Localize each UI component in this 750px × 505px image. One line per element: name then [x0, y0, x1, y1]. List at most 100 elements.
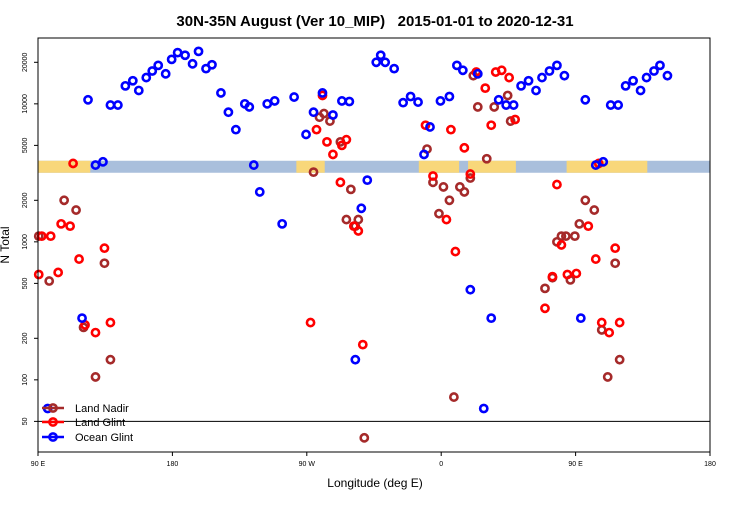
ocean-glint-point [356, 203, 367, 214]
ocean-glint-point [444, 91, 455, 102]
land-glint-point [510, 114, 521, 125]
ocean-glint-point [641, 72, 652, 83]
ocean-glint-point [375, 50, 386, 61]
ocean-glint-point [552, 60, 562, 71]
land-glint-point [459, 142, 470, 153]
ocean-glint-point [83, 94, 93, 105]
land-glint-point [328, 149, 338, 160]
land-glint-point [305, 317, 316, 328]
land-nadir-point [319, 108, 329, 119]
land-glint-point [614, 317, 625, 328]
land-nadir-point [569, 231, 580, 242]
land-glint-point [450, 246, 461, 257]
ocean-glint-point [598, 156, 609, 167]
ocean-glint-point [380, 57, 391, 68]
land-nadir-point [59, 195, 70, 206]
land-nadir-point [341, 214, 352, 225]
x-tick-label: 90 E [31, 461, 46, 468]
land-glint-point [590, 254, 601, 264]
land-strip-segment [566, 160, 648, 173]
land-glint-point [504, 72, 515, 83]
x-tick-label: 90 E [568, 461, 583, 468]
ocean-glint-point [425, 122, 435, 132]
ocean-strip [38, 160, 710, 173]
ocean-glint-point [620, 80, 631, 91]
legend-label-ocean-glint: Ocean Glint [75, 432, 133, 444]
y-tick-label: 2000 [22, 192, 29, 208]
ocean-glint-point [120, 80, 131, 91]
ocean-glint-point [216, 88, 226, 98]
ocean-glint-point [537, 72, 547, 83]
land-glint-point [571, 268, 582, 279]
ocean-glint-point [301, 129, 311, 140]
ocean-glint-point [419, 149, 429, 160]
land-nadir-point [614, 354, 625, 365]
ocean-glint-point [628, 75, 638, 86]
ocean-glint-point [580, 94, 591, 105]
ocean-glint-point [635, 85, 646, 96]
land-glint-point [353, 226, 364, 236]
ocean-glint-point [501, 100, 512, 110]
land-glint-point [446, 124, 456, 135]
land-glint-point [33, 269, 44, 280]
y-tick-label: 100 [22, 374, 29, 386]
land-nadir-point [308, 167, 319, 178]
ocean-glint-point [389, 63, 400, 74]
ocean-glint-point [336, 96, 347, 106]
ocean-glint-point [223, 107, 234, 118]
land-glint-point [335, 177, 346, 188]
land-glint-point [357, 339, 368, 350]
ocean-glint-point [662, 70, 673, 81]
land-nadir-point [345, 184, 356, 195]
ocean-glint-point [344, 96, 355, 107]
land-glint-point [428, 171, 438, 181]
x-axis: 90 E 180 90 W 0 90 E 180 [31, 452, 716, 468]
land-nadir-point [540, 283, 550, 294]
land-glint-point [552, 179, 562, 190]
land-nadir-point [505, 116, 516, 126]
ocean-glint-point [166, 54, 177, 65]
land-glint-point [311, 124, 322, 135]
land-nadir-point [502, 90, 513, 101]
land-nadir-point [472, 102, 483, 112]
land-glint-point [604, 327, 615, 338]
land-glint-point [596, 317, 607, 328]
y-tick-label: 5000 [22, 137, 29, 153]
ocean-glint-point [350, 354, 361, 365]
ocean-glint-point [451, 60, 462, 71]
land-glint-point [336, 140, 347, 151]
land-strip-segment [38, 160, 91, 173]
ocean-glint-point [77, 313, 87, 324]
land-strip-segment [468, 160, 516, 173]
x-tick-label: 0 [439, 461, 443, 468]
land-glint-point [562, 269, 573, 280]
ocean-glint-point [207, 59, 217, 70]
land-glint-point [547, 271, 558, 282]
ocean-glint-point [105, 100, 116, 110]
ocean-glint-point [328, 110, 338, 120]
ocean-glint-point [493, 94, 504, 105]
y-axis: 50 100 200 500 1000 2000 5000 10000 20000 [22, 52, 38, 425]
ocean-glint-point [362, 175, 373, 186]
legend-marker-land-nadir [48, 403, 58, 413]
land-nadir-point [444, 195, 455, 206]
ocean-glint-point [486, 313, 497, 324]
land-glint-point [583, 221, 594, 232]
ocean-glint-point [371, 57, 382, 68]
land-nadir-point [589, 205, 600, 215]
land-nadir-point [481, 153, 492, 164]
ocean-glint-point [187, 58, 198, 69]
land-nadir-point [580, 195, 591, 206]
land-nadir-point [438, 182, 449, 192]
land-glint-point [341, 134, 352, 145]
ocean-glint-point [478, 403, 489, 414]
land-glint-point [68, 158, 78, 169]
legend-marker-land-glint [48, 417, 58, 427]
land-glint-point [53, 267, 64, 278]
ocean-glint-point [277, 218, 288, 229]
ocean-glint-point [523, 75, 534, 86]
ocean-glint-point [398, 97, 409, 108]
ocean-glint-point [457, 65, 468, 76]
y-axis-label: N Total [0, 226, 12, 263]
land-glint-point [56, 218, 67, 229]
